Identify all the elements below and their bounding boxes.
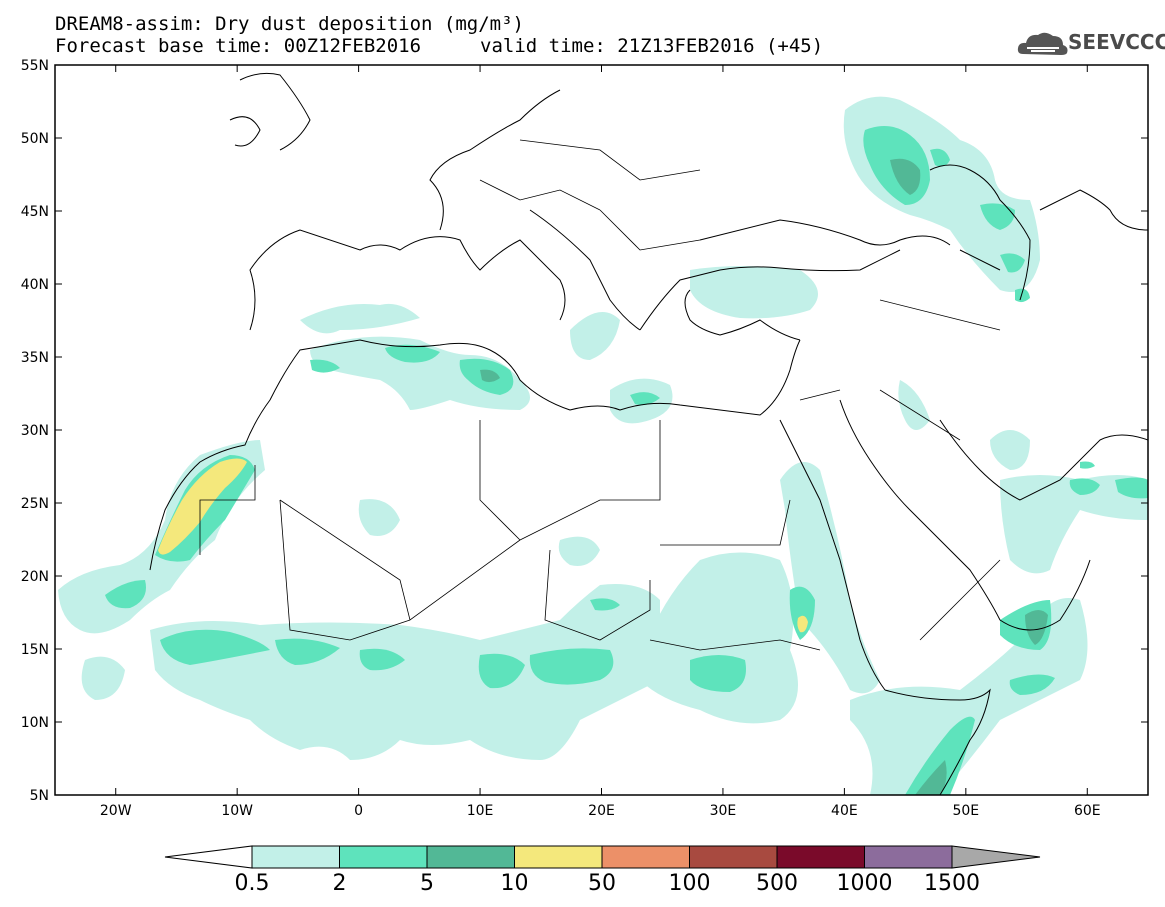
lat-tick-label: 40N [21,277,49,293]
lat-tick-label: 45N [21,204,49,220]
lat-tick-label: 10N [21,715,49,731]
lon-tick-label: 10E [467,803,494,819]
legend-level-label: 2 [333,871,347,896]
legend-underflow-arrow [164,845,253,869]
dust-layer [58,96,1148,795]
legend-swatch [339,845,428,869]
legend-swatch [776,845,865,869]
legend-swatch [514,845,603,869]
lat-tick-label: 50N [21,131,49,147]
lon-tick-label: 20E [588,803,615,819]
lon-tick-label: 50E [952,803,979,819]
lon-tick-label: 20W [100,803,132,819]
legend-level-label: 5 [420,871,434,896]
lon-tick-label: 40E [831,803,858,819]
logo-text: SEEVCCC [1068,30,1165,54]
map-title: DREAM8-assim: Dry dust deposition (mg/m³… [55,13,524,35]
lon-tick-label: 30E [710,803,737,819]
lat-tick-label: 25N [21,496,49,512]
legend-swatch [601,845,690,869]
legend-overflow-arrow [951,845,1041,869]
legend-level-label: 1500 [924,871,980,896]
legend-level-label: 100 [669,871,711,896]
lat-tick-label: 20N [21,569,49,585]
legend-level-label: 10 [501,871,529,896]
legend-swatch [251,845,340,869]
lat-tick-label: 30N [21,423,49,439]
legend-swatch [689,845,778,869]
coastlines [149,72,1148,795]
legend-swatch [426,845,515,869]
latitude-ticks: 55N 50N 45N 40N 35N 30N 25N 20N 15N 10N 5N [21,58,1148,804]
lon-tick-label: 0 [354,803,363,819]
legend-level-label: 50 [588,871,616,896]
lat-tick-label: 15N [21,642,49,658]
lon-tick-label: 10W [221,803,253,819]
country-borders [199,139,1001,651]
legend-level-label: 500 [756,871,798,896]
lat-tick-label: 35N [21,350,49,366]
legend-swatch [864,845,953,869]
cloud-icon [1017,32,1068,55]
valid-time: valid time: 21Z13FEB2016 (+45) [480,35,824,57]
longitude-ticks: 20W 10W 0 10E 20E 30E 40E 50E 60E [100,65,1101,819]
legend-level-label: 1000 [837,871,893,896]
lat-tick-label: 5N [30,788,49,804]
lat-tick-label: 55N [21,58,49,74]
legend-level-label: 0.5 [235,871,270,896]
lon-tick-label: 60E [1074,803,1101,819]
forecast-base-time: Forecast base time: 00Z12FEB2016 [55,35,422,57]
